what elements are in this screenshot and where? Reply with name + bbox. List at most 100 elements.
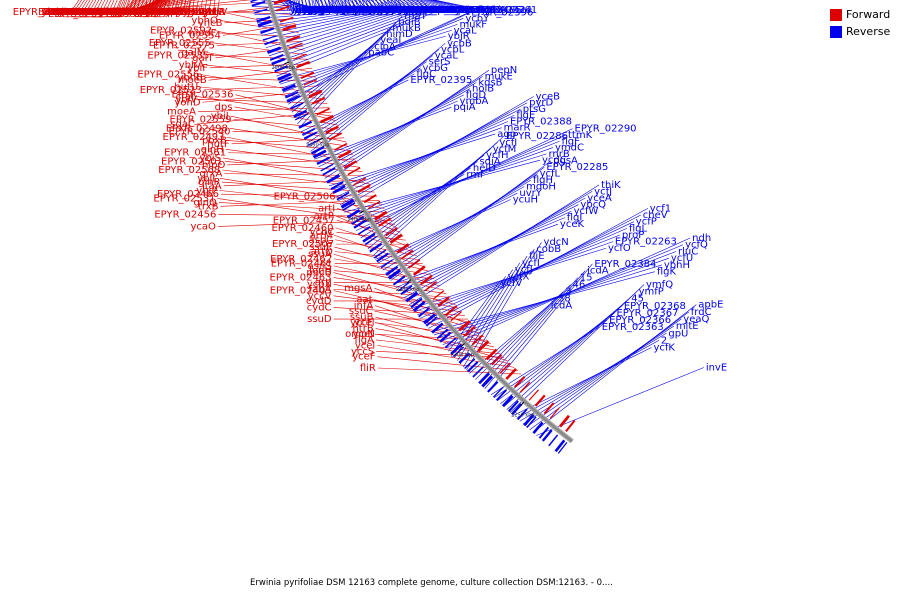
reverse-gene-label: helD	[473, 163, 496, 174]
reverse-gene-label: ycbW	[413, 5, 441, 16]
forward-feature	[320, 114, 334, 124]
forward-gene-label: ybfL	[128, 7, 150, 18]
reverse-gene-label: ycfI	[499, 137, 517, 148]
reverse-gene-label: rimJ	[324, 5, 344, 16]
reverse-gene-label: rmf	[466, 169, 484, 180]
forward-gene-label: nadD	[97, 7, 124, 18]
reverse-ray	[284, 12, 470, 97]
genome-arc	[266, 0, 574, 444]
reverse-gene-label: ybjR	[448, 31, 470, 42]
forward-gene-label: EPYR_02648	[75, 7, 137, 18]
forward-gene-label: EPYR_02746	[92, 7, 154, 18]
reverse-feature	[303, 131, 318, 140]
forward-gene-label: EPYR_02462	[270, 254, 332, 265]
reverse-ray	[519, 333, 667, 422]
forward-feature	[519, 381, 531, 393]
reverse-feature	[346, 209, 361, 219]
reverse-gene-label: rhaT	[404, 11, 427, 22]
forward-feature	[477, 340, 490, 352]
reverse-gene-label: bioB	[298, 5, 320, 16]
forward-feature	[293, 53, 307, 60]
reverse-gene-label: EPYR_02285	[546, 162, 608, 173]
reverse-gene-label: yliE	[335, 5, 353, 16]
reverse-ray	[431, 0, 474, 11]
forward-gene-label: ycel	[354, 318, 374, 329]
forward-feature	[300, 71, 315, 80]
reverse-gene-label: EPYR_02532	[376, 5, 438, 16]
reverse-gene-label: ycfV	[501, 278, 523, 289]
reverse-gene-label: ybgJ	[293, 5, 315, 16]
forward-gene-label: ybfF	[139, 7, 161, 18]
forward-ray	[333, 270, 435, 279]
reverse-ray	[509, 284, 645, 413]
forward-gene-label: gltJ	[153, 7, 169, 18]
forward-gene-label: corC	[124, 7, 147, 18]
forward-feature	[308, 89, 323, 99]
reverse-gene-label: holB	[472, 84, 494, 95]
reverse-gene-label: thiK	[601, 180, 621, 191]
forward-ray	[333, 253, 441, 287]
forward-gene-label: dld	[103, 7, 118, 18]
reverse-gene-label: sucB	[372, 5, 396, 16]
reverse-ray	[406, 191, 593, 302]
forward-ray	[113, 0, 217, 13]
forward-gene-label: ybhA	[179, 60, 205, 71]
reverse-gene-label: mukB	[392, 23, 421, 34]
reverse-ray	[380, 186, 525, 267]
reverse-gene-label: ycfO	[608, 243, 631, 254]
reverse-ray	[385, 173, 538, 274]
forward-ray	[333, 277, 447, 294]
forward-ray	[118, 0, 178, 13]
forward-gene-label: EPYR_02593	[68, 7, 130, 18]
reverse-ray	[322, 82, 477, 175]
reverse-ray	[297, 21, 397, 125]
reverse-gene-label: ybhF	[368, 5, 393, 16]
forward-feature	[528, 389, 539, 401]
reverse-gene-label: potH	[419, 5, 443, 16]
reverse-gene-label: EPYR_02475	[380, 5, 442, 16]
reverse-feature	[458, 352, 471, 364]
forward-gene-label: EPYR_02466	[157, 189, 219, 200]
reverse-gene-label: clpS	[346, 5, 367, 16]
forward-ray	[375, 328, 498, 351]
forward-gene-label: yi91	[144, 7, 165, 18]
reverse-ray	[377, 192, 518, 264]
reverse-feature	[262, 35, 277, 41]
forward-gene-label: EPYR_02713	[72, 7, 134, 18]
reverse-gene-label: ycaL	[454, 25, 478, 36]
forward-gene-label: ssuA	[308, 249, 332, 260]
reverse-gene-label: EPYR_02551	[337, 5, 399, 16]
reverse-feature	[439, 331, 452, 343]
forward-gene-label: ybeZ	[119, 7, 144, 18]
forward-gene-label: EPYR_02591	[48, 9, 110, 20]
reverse-ray	[335, 114, 515, 198]
reverse-ray	[448, 283, 499, 352]
reverse-swatch	[830, 25, 842, 38]
reverse-gene-label: 15	[580, 273, 593, 284]
forward-ray	[218, 214, 390, 217]
reverse-gene-label: hlyD	[292, 5, 315, 16]
forward-gene-label: ybiS	[200, 153, 221, 164]
reverse-gene-label: EPYR_02424	[470, 5, 532, 16]
reverse-ray	[526, 318, 682, 428]
forward-ray	[122, 0, 167, 13]
reverse-gene-label: yceK	[560, 219, 585, 230]
reverse-gene-label: sucD	[309, 5, 334, 16]
forward-ray	[212, 42, 307, 56]
forward-gene-label: ybhV	[202, 7, 228, 18]
reverse-ray	[274, 9, 435, 73]
reverse-feature	[538, 426, 550, 439]
map-caption: Erwinia pyrifoliae DSM 12163 complete ge…	[250, 578, 613, 588]
forward-gene-label: EPYR_02750	[120, 7, 182, 18]
forward-gene-label: nagC	[132, 7, 158, 18]
reverse-gene-label: cheV	[643, 210, 668, 221]
reverse-ray	[522, 325, 674, 425]
forward-gene-label: fldA	[115, 7, 135, 18]
forward-gene-label: EPYR_02710	[58, 7, 120, 18]
forward-gene-label: modF	[96, 7, 124, 18]
reverse-ray	[324, 76, 483, 179]
reverse-feature	[472, 366, 484, 378]
forward-ray	[124, 0, 164, 13]
forward-gene-label: EPYR_02611	[50, 7, 112, 18]
forward-gene-label: tesA	[181, 7, 203, 18]
